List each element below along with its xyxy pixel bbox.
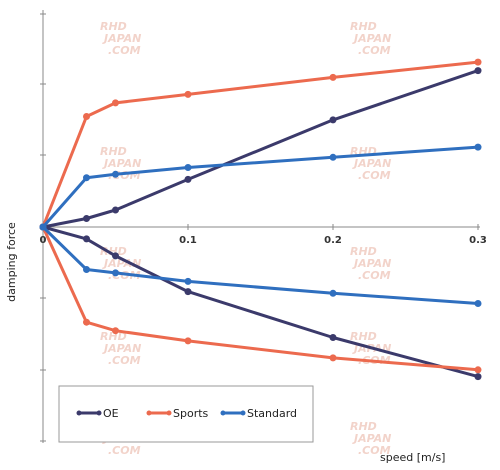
data-point [329, 334, 337, 341]
data-point [83, 215, 90, 222]
legend-label: Standard [247, 407, 297, 420]
series-line-lower [42, 225, 479, 379]
data-point [329, 73, 337, 81]
data-point [112, 99, 119, 107]
data-point [474, 300, 482, 307]
x-tick-label: 0 [40, 235, 47, 246]
data-point [184, 288, 192, 296]
data-point [83, 266, 90, 273]
data-point [184, 277, 192, 285]
data-point [83, 174, 90, 182]
data-point [329, 289, 337, 297]
data-point [329, 153, 337, 161]
data-point [184, 337, 192, 345]
y-axis-label: damping force [5, 222, 18, 302]
legend-swatch-marker [240, 410, 246, 416]
legend-swatch-marker [76, 410, 82, 416]
x-tick-label: 0.2 [324, 235, 342, 246]
data-point [184, 90, 192, 98]
data-point [112, 170, 119, 178]
x-tick-label: 0.1 [179, 235, 197, 246]
legend-label: Sports [173, 407, 209, 420]
data-point [39, 223, 47, 231]
legend-swatch-marker [146, 410, 152, 416]
series-oe [39, 67, 482, 381]
data-point [184, 164, 192, 171]
series-layer [39, 58, 482, 381]
data-point [474, 366, 482, 374]
data-point [329, 116, 337, 124]
series-line-upper [42, 69, 479, 229]
data-point [112, 206, 119, 214]
legend: OE Sports Standard [58, 385, 314, 443]
series-line-lower [41, 225, 479, 305]
data-point [474, 373, 482, 381]
data-point [474, 143, 482, 151]
legend-swatch-marker [166, 410, 172, 416]
series-line-upper [41, 60, 479, 228]
axes: 0 0.1 0.2 0.3 [40, 10, 487, 443]
data-point [474, 58, 482, 66]
data-point [112, 327, 119, 335]
series-line-upper [41, 145, 479, 228]
legend-label: OE [103, 407, 119, 420]
legend-swatch-marker [220, 410, 226, 416]
series-line-lower [41, 226, 479, 372]
data-point [112, 252, 119, 260]
x-tick-label: 0.3 [469, 235, 487, 246]
x-axis-label: speed [m/s] [380, 451, 445, 464]
series-sports [39, 58, 482, 374]
data-point [83, 318, 90, 326]
data-point [329, 354, 337, 362]
data-point [184, 175, 192, 183]
data-point [112, 269, 119, 277]
data-point [474, 67, 482, 75]
data-point [83, 113, 90, 120]
legend-box [58, 385, 314, 443]
data-point [83, 235, 90, 243]
legend-swatch-marker [96, 410, 102, 416]
series-standard [39, 143, 482, 307]
